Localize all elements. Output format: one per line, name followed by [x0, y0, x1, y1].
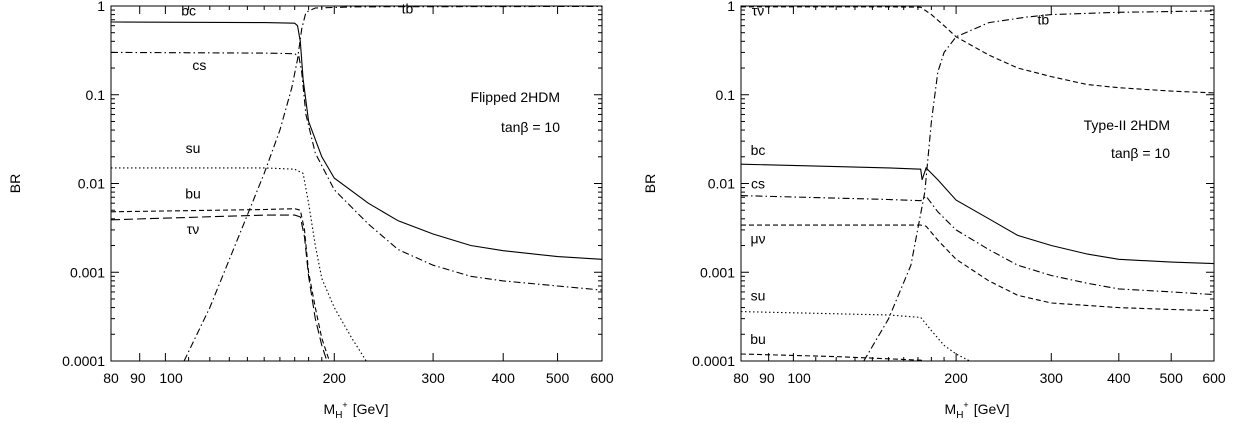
x-axis-label-unit: [GeV] [353, 401, 389, 417]
tanbeta-annotation: tanβ = 10 [501, 119, 560, 135]
series-line-3 [111, 208, 330, 361]
x-tick-label: 200 [944, 370, 968, 386]
x-tick-label: 200 [323, 370, 347, 386]
x-axis-label: MH+ [GeV] [945, 400, 1010, 421]
x-tick-label: 500 [1160, 370, 1184, 386]
series-line-6 [741, 353, 925, 361]
y-tick-label: 0.1 [716, 87, 736, 103]
y-tick-label: 0.0001 [692, 353, 735, 369]
series-label: su [186, 140, 201, 156]
series-label: τν [187, 221, 200, 237]
x-axis-label-main: M [945, 401, 957, 417]
series-label: tb [402, 1, 414, 17]
x-tick-label: 80 [103, 370, 119, 386]
series-line-5 [741, 311, 971, 361]
series-line-4 [111, 214, 328, 361]
y-axis-label: BR [7, 174, 23, 193]
series-label: tb [1037, 11, 1049, 27]
series-label: cs [192, 57, 206, 73]
series-group [741, 6, 1214, 361]
x-axis-label-sub: H [956, 410, 963, 421]
series-label: τν [752, 3, 765, 19]
x-axis-label-sup: + [963, 400, 968, 410]
x-tick-label: 500 [546, 370, 570, 386]
series-group [111, 6, 602, 361]
series-label: μν [750, 231, 765, 247]
model-annotation: Flipped 2HDM [471, 89, 560, 105]
x-tick-label: 80 [733, 370, 749, 386]
y-tick-label: 0.01 [78, 176, 105, 192]
y-tick-label: 0.001 [70, 264, 105, 280]
series-line-2 [111, 167, 367, 361]
chart-panel-1: 0.0001 0.001 0.01 0.1 1 80 90 100 200 300 400 500 60… [7, 0, 614, 421]
series-line-0 [111, 21, 602, 260]
y-tick-label: 0.001 [700, 264, 735, 280]
x-axis-label: MH+ [GeV] [324, 400, 389, 421]
y-tick-label: 1 [727, 0, 735, 14]
series-label: bu [185, 185, 201, 201]
x-axis-label-main: M [324, 401, 336, 417]
x-tick-label: 90 [130, 370, 146, 386]
x-tick-label: 300 [1040, 370, 1064, 386]
x-tick-label: 100 [787, 370, 811, 386]
series-label: bu [750, 331, 766, 347]
x-tick-label: 400 [1107, 370, 1131, 386]
plot-frame [740, 5, 1215, 362]
y-tick-label: 1 [97, 0, 105, 14]
series-label: cs [751, 175, 765, 191]
series-line-1 [863, 10, 1214, 361]
x-tick-label: 400 [492, 370, 516, 386]
series-line-4 [741, 224, 1214, 312]
plot-frame [110, 5, 603, 362]
x-axis-label-sub: H [335, 410, 342, 421]
tanbeta-annotation: tanβ = 10 [1111, 145, 1170, 161]
series-line-3 [741, 195, 1214, 296]
chart-panel-2: 0.0001 0.001 0.01 0.1 1 80 90 100 200 300 400 500 60… [642, 0, 1226, 421]
y-tick-label: 0.0001 [62, 353, 105, 369]
x-tick-label: 90 [759, 370, 775, 386]
y-axis-label: BR [642, 174, 658, 193]
x-tick-label: 300 [421, 370, 445, 386]
series-label: bc [751, 142, 766, 158]
y-tick-label: 0.1 [86, 87, 106, 103]
series-line-5 [183, 6, 602, 361]
x-axis-label-sup: + [342, 400, 347, 410]
series-line-1 [111, 51, 602, 291]
series-label: su [751, 288, 766, 304]
x-tick-label: 600 [590, 370, 614, 386]
x-tick-label: 600 [1202, 370, 1226, 386]
model-annotation: Type-II 2HDM [1084, 117, 1170, 133]
series-line-0 [741, 6, 1214, 94]
series-label: bc [181, 3, 196, 19]
y-tick-label: 0.01 [708, 176, 735, 192]
x-axis-label-unit: [GeV] [974, 401, 1010, 417]
x-tick-label: 100 [159, 370, 183, 386]
series-line-2 [741, 163, 1214, 265]
